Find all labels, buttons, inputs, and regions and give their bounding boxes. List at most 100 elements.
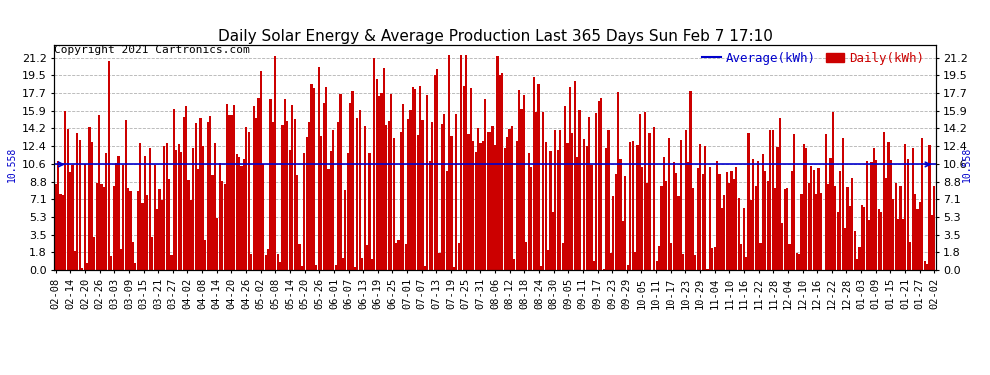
Bar	[566, 144, 568, 270]
Bar	[236, 154, 238, 270]
Bar	[74, 251, 76, 270]
Bar	[827, 184, 830, 270]
Bar	[482, 141, 484, 270]
Bar	[931, 215, 933, 270]
Bar	[323, 103, 325, 270]
Bar	[528, 153, 530, 270]
Bar	[882, 132, 885, 270]
Bar	[680, 140, 682, 270]
Bar	[667, 138, 670, 270]
Bar	[383, 68, 385, 270]
Bar	[71, 165, 73, 270]
Bar	[648, 133, 650, 270]
Bar	[392, 138, 395, 270]
Bar	[870, 162, 872, 270]
Bar	[885, 178, 887, 270]
Bar	[571, 133, 573, 270]
Bar	[564, 106, 566, 270]
Bar	[733, 179, 735, 270]
Bar	[417, 135, 419, 270]
Bar	[551, 211, 554, 270]
Bar	[296, 175, 298, 270]
Bar	[556, 150, 558, 270]
Bar	[786, 188, 788, 270]
Bar	[825, 134, 827, 270]
Bar	[646, 183, 648, 270]
Bar	[373, 58, 375, 270]
Bar	[682, 254, 684, 270]
Bar	[61, 195, 64, 270]
Bar	[759, 243, 761, 270]
Bar	[185, 106, 187, 270]
Bar	[603, 269, 605, 270]
Bar	[578, 110, 580, 270]
Bar	[127, 188, 129, 270]
Bar	[202, 146, 204, 270]
Bar	[400, 132, 402, 270]
Bar	[340, 93, 342, 270]
Bar	[337, 122, 340, 270]
Bar	[182, 117, 185, 270]
Bar	[472, 141, 474, 270]
Bar	[892, 199, 894, 270]
Bar	[699, 144, 701, 270]
Bar	[168, 179, 170, 270]
Bar	[328, 170, 330, 270]
Bar	[689, 91, 692, 270]
Bar	[115, 163, 117, 270]
Bar	[151, 237, 153, 270]
Bar	[818, 168, 820, 270]
Bar	[863, 207, 865, 270]
Bar	[754, 186, 756, 270]
Bar	[368, 153, 370, 270]
Bar	[137, 190, 139, 270]
Bar	[311, 84, 313, 270]
Bar	[135, 263, 137, 270]
Bar	[909, 242, 911, 270]
Bar	[272, 122, 274, 270]
Bar	[118, 156, 120, 270]
Bar	[455, 114, 457, 270]
Bar	[110, 256, 112, 270]
Bar	[796, 253, 798, 270]
Bar	[593, 261, 595, 270]
Bar	[573, 81, 576, 270]
Bar	[434, 75, 436, 270]
Bar	[120, 249, 122, 270]
Bar	[209, 116, 211, 270]
Bar	[728, 183, 731, 270]
Bar	[460, 55, 462, 270]
Bar	[511, 126, 513, 270]
Bar	[719, 174, 721, 270]
Bar	[851, 178, 853, 270]
Bar	[904, 144, 907, 270]
Text: 10.558: 10.558	[7, 147, 17, 182]
Bar	[610, 253, 612, 270]
Bar	[716, 161, 718, 270]
Bar	[742, 208, 744, 270]
Bar	[57, 161, 59, 270]
Bar	[313, 87, 315, 270]
Bar	[535, 112, 538, 270]
Bar	[757, 161, 759, 270]
Bar	[741, 244, 742, 270]
Bar	[921, 138, 924, 270]
Bar	[214, 144, 216, 270]
Bar	[358, 110, 361, 270]
Bar	[93, 237, 95, 270]
Bar	[226, 104, 228, 270]
Bar	[709, 167, 711, 270]
Bar	[349, 103, 351, 270]
Bar	[204, 240, 206, 270]
Bar	[586, 146, 588, 270]
Bar	[721, 208, 723, 270]
Bar	[375, 79, 378, 270]
Bar	[378, 96, 380, 270]
Bar	[853, 231, 855, 270]
Bar	[246, 128, 248, 270]
Bar	[523, 94, 525, 270]
Bar	[108, 61, 110, 270]
Bar	[470, 87, 472, 270]
Bar	[356, 118, 358, 270]
Bar	[467, 134, 469, 270]
